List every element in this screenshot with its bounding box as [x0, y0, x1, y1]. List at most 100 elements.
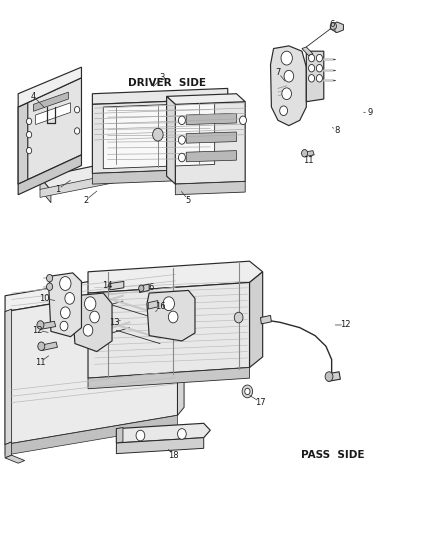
Polygon shape [250, 272, 263, 368]
Polygon shape [261, 316, 272, 324]
Circle shape [74, 128, 80, 134]
Circle shape [60, 307, 70, 319]
Circle shape [316, 64, 322, 72]
Polygon shape [18, 67, 81, 107]
Polygon shape [166, 94, 245, 104]
Polygon shape [5, 442, 12, 458]
Polygon shape [18, 103, 28, 184]
Text: 13: 13 [109, 318, 120, 327]
Polygon shape [304, 151, 314, 157]
Polygon shape [18, 78, 81, 184]
Circle shape [330, 22, 336, 30]
Polygon shape [5, 309, 12, 445]
Text: 5: 5 [186, 196, 191, 205]
Polygon shape [117, 427, 123, 443]
Circle shape [281, 51, 292, 65]
Circle shape [169, 316, 177, 326]
Polygon shape [103, 103, 215, 168]
Circle shape [60, 277, 71, 290]
Polygon shape [41, 342, 57, 351]
Polygon shape [18, 155, 81, 195]
Circle shape [316, 75, 322, 82]
Circle shape [282, 88, 291, 100]
Polygon shape [148, 301, 158, 309]
Text: 1: 1 [55, 185, 60, 194]
Circle shape [163, 297, 174, 311]
Polygon shape [327, 372, 340, 381]
Polygon shape [186, 114, 237, 125]
Polygon shape [330, 22, 343, 33]
Polygon shape [73, 293, 112, 352]
Text: 6: 6 [148, 283, 154, 292]
Text: 4: 4 [31, 92, 36, 101]
Polygon shape [306, 51, 324, 102]
Polygon shape [186, 132, 237, 143]
Polygon shape [177, 274, 184, 415]
Polygon shape [33, 92, 68, 111]
Circle shape [37, 321, 44, 329]
Text: 12: 12 [340, 320, 351, 329]
Circle shape [284, 70, 293, 82]
Polygon shape [110, 281, 124, 290]
Circle shape [325, 372, 333, 381]
Polygon shape [186, 151, 237, 162]
Polygon shape [88, 282, 250, 378]
Circle shape [26, 148, 32, 154]
Polygon shape [117, 438, 204, 454]
Circle shape [83, 325, 93, 336]
Polygon shape [5, 282, 177, 445]
Circle shape [242, 385, 253, 398]
Circle shape [136, 430, 145, 441]
Polygon shape [92, 88, 228, 104]
Polygon shape [117, 423, 210, 443]
Text: 11: 11 [35, 358, 45, 367]
Text: DRIVER  SIDE: DRIVER SIDE [127, 78, 205, 88]
Circle shape [316, 54, 322, 62]
Text: 12: 12 [32, 326, 43, 335]
Circle shape [177, 429, 186, 439]
Circle shape [103, 319, 112, 329]
Polygon shape [40, 177, 51, 203]
Text: PASS  SIDE: PASS SIDE [301, 450, 364, 460]
Polygon shape [40, 150, 180, 190]
Polygon shape [88, 261, 263, 293]
Circle shape [168, 311, 178, 323]
Text: 6: 6 [330, 20, 335, 29]
Circle shape [308, 64, 314, 72]
Polygon shape [92, 168, 228, 184]
Polygon shape [92, 99, 228, 173]
Text: 18: 18 [168, 451, 178, 460]
Text: 9: 9 [367, 108, 372, 117]
Text: 3: 3 [159, 73, 165, 82]
Circle shape [90, 311, 99, 323]
Circle shape [178, 136, 185, 144]
Text: 7: 7 [275, 68, 281, 77]
Circle shape [74, 107, 80, 113]
Circle shape [245, 388, 250, 394]
Polygon shape [49, 273, 81, 337]
Circle shape [26, 118, 32, 125]
Polygon shape [228, 96, 234, 168]
Text: 10: 10 [39, 294, 49, 303]
Circle shape [178, 116, 185, 125]
Circle shape [308, 54, 314, 62]
Polygon shape [166, 96, 175, 184]
Circle shape [234, 312, 243, 323]
Polygon shape [147, 290, 195, 341]
Polygon shape [302, 47, 313, 55]
Circle shape [85, 297, 96, 311]
Circle shape [280, 106, 288, 116]
Circle shape [139, 285, 144, 292]
Text: 11: 11 [303, 156, 314, 165]
Circle shape [301, 150, 307, 157]
Circle shape [178, 154, 185, 162]
Polygon shape [35, 103, 71, 125]
Circle shape [65, 293, 74, 304]
Circle shape [152, 128, 163, 141]
Circle shape [38, 342, 45, 351]
Circle shape [46, 283, 53, 290]
Polygon shape [271, 46, 306, 126]
Text: 16: 16 [155, 302, 166, 311]
Text: 2: 2 [83, 196, 88, 205]
Polygon shape [175, 102, 245, 184]
